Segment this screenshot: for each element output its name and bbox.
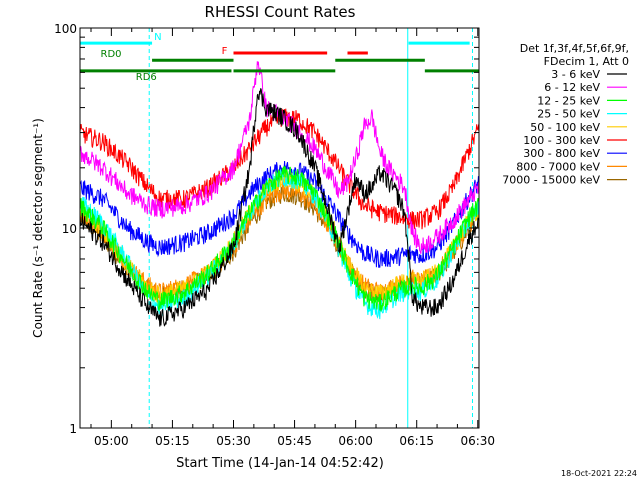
x-tick-label-6: 06:30 [460,434,495,448]
series-line-0 [79,88,480,327]
timestamp: 18-Oct-2021 22:24 [561,469,637,478]
x-tick-label-2: 05:30 [216,434,251,448]
legend-label-8: 7000 - 15000 keV [502,174,600,187]
legend-label-5: 100 - 300 keV [523,134,600,147]
legend-header-line-2: FDecim 1, Att 0 [544,55,629,68]
series-line-2 [79,166,480,312]
y-tick-label-2: 100 [54,22,77,36]
x-tick-label-1: 05:15 [155,434,190,448]
legend-label-0: 3 - 6 keV [551,68,600,81]
series-line-6 [79,160,480,268]
x-tick-label-0: 05:00 [94,434,129,448]
plot-area: N F RD0 RD6 05:00 05:15 05:30 05:45 06:00 06:15 06… [54,22,495,448]
flag-label-3: RD6 [136,72,157,83]
y-tick-label-0: 1 [69,422,77,436]
legend: Det 1f,3f,4f,5f,6f,9f, FDecim 1, Att 0 3… [502,42,629,187]
y-tick-label-1: 10 [62,222,77,236]
legend-label-4: 50 - 100 keV [530,121,600,134]
x-axis-label: Start Time (14-Jan-14 04:52:42) [176,456,384,471]
flag-label-1: F [222,46,228,57]
flag-label-0: N [154,32,161,43]
flag-label-2: RD0 [101,49,122,60]
y-axis-label: Count Rate (s⁻¹ detector segment⁻¹) [31,118,45,338]
x-tick-label-4: 06:00 [338,434,373,448]
legend-label-7: 800 - 7000 keV [516,160,600,173]
chart-title: RHESSI Count Rates [205,3,356,21]
x-tick-label-3: 05:45 [277,434,312,448]
legend-label-2: 12 - 25 keV [537,94,600,107]
legend-header-line-1: Det 1f,3f,4f,5f,6f,9f, [520,42,629,55]
x-tick-label-5: 06:15 [399,434,434,448]
legend-label-3: 25 - 50 keV [537,108,600,121]
legend-label-6: 300 - 800 keV [523,147,600,160]
legend-label-1: 6 - 12 keV [544,81,600,94]
